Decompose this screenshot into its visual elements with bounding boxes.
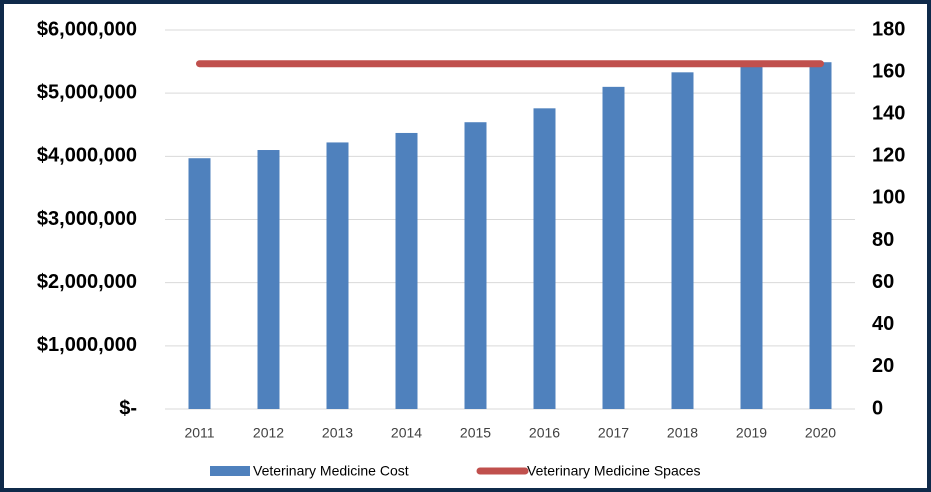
y2-tick-label: 40 (872, 313, 894, 335)
y2-tick-label: 120 (872, 145, 905, 167)
x-tick-label: 2015 (460, 425, 491, 441)
x-tick-label: 2012 (253, 425, 284, 441)
bar (188, 158, 211, 409)
y-tick-label: $4,000,000 (37, 145, 137, 167)
bar (257, 150, 280, 409)
y-tick-label: $2,000,000 (37, 271, 137, 293)
bar (395, 132, 418, 409)
bar (464, 122, 487, 410)
y-tick-label: $3,000,000 (37, 208, 137, 230)
bar (602, 86, 625, 409)
y2-tick-label: 60 (872, 271, 894, 293)
y2-tick-label: 160 (872, 60, 905, 82)
x-tick-label: 2017 (598, 425, 629, 441)
y2-tick-label: 20 (872, 355, 894, 377)
legend-label: Veterinary Medicine Spaces (527, 463, 701, 479)
bar (671, 72, 694, 410)
x-tick-label: 2016 (529, 425, 560, 441)
x-tick-label: 2018 (667, 425, 698, 441)
y-tick-label: $- (119, 397, 137, 419)
y2-tick-label: 140 (872, 103, 905, 125)
y2-tick-label: 100 (872, 187, 905, 209)
bar (809, 62, 832, 410)
x-tick-label: 2020 (805, 425, 836, 441)
y-tick-label: $6,000,000 (37, 18, 137, 40)
bar (740, 64, 763, 410)
legend-swatch (210, 466, 250, 476)
y2-tick-label: 80 (872, 229, 894, 251)
y-tick-label: $5,000,000 (37, 81, 137, 103)
bar (533, 108, 556, 410)
bar (326, 142, 349, 410)
x-tick-label: 2019 (736, 425, 767, 441)
x-tick-label: 2013 (322, 425, 353, 441)
y2-tick-label: 0 (872, 397, 883, 419)
y2-tick-label: 180 (872, 18, 905, 40)
legend-label: Veterinary Medicine Cost (253, 463, 409, 479)
x-tick-label: 2011 (184, 425, 214, 441)
x-tick-label: 2014 (391, 425, 422, 441)
y-tick-label: $1,000,000 (37, 334, 137, 356)
